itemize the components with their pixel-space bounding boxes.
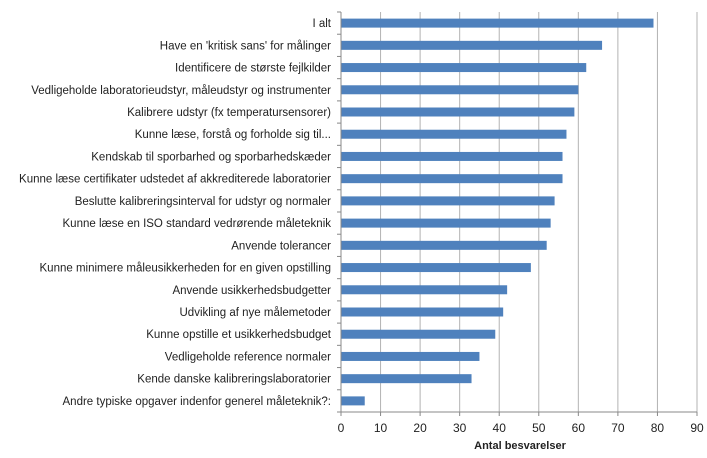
- bar: [341, 263, 531, 273]
- x-tick-label: 90: [690, 421, 704, 435]
- bar: [341, 85, 579, 95]
- x-tick-label: 60: [572, 421, 586, 435]
- bar: [341, 329, 496, 339]
- bar: [341, 285, 508, 295]
- x-tick-label: 80: [651, 421, 665, 435]
- bar: [341, 307, 504, 317]
- bar: [341, 18, 654, 28]
- category-label: I alt: [312, 18, 331, 30]
- bar: [341, 196, 555, 206]
- bar: [341, 351, 480, 361]
- bar: [341, 151, 563, 161]
- bar: [341, 107, 575, 117]
- category-label: Andre typiske opgaver indenfor generel m…: [63, 396, 332, 408]
- x-tick-label: 70: [611, 421, 625, 435]
- bar: [341, 218, 551, 228]
- x-tick-label: 0: [338, 421, 345, 435]
- category-labels: I alt Have en 'kritisk sans' for målinger…: [19, 18, 332, 408]
- category-label: Kalibrere udstyr (fx temperatursensorer): [127, 107, 331, 119]
- category-label: Vedligeholde laboratorieudstyr, måleudst…: [31, 85, 331, 97]
- x-tick-label: 10: [374, 421, 388, 435]
- x-tick-labels: 0 10 20 30 40 50 60 70 80 90: [338, 421, 704, 435]
- x-tick-label: 30: [453, 421, 467, 435]
- category-label: Anvende tolerancer: [231, 240, 331, 252]
- category-label: Udvikling af nye målemetoder: [180, 307, 332, 319]
- x-axis-title: Antal besvarelser: [474, 440, 566, 452]
- category-label: Kendskab til sporbarhed og sporbarhedskæ…: [91, 151, 331, 163]
- category-label: Kende danske kalibreringslaboratorier: [137, 374, 331, 386]
- category-label: Beslutte kalibreringsinterval for udstyr…: [75, 196, 331, 208]
- bar: [341, 240, 547, 250]
- category-label: Kunne minimere måleusikkerheden for en g…: [40, 263, 332, 275]
- bar: [341, 374, 472, 384]
- axes: [337, 11, 698, 416]
- category-label: Identificere de største fejlkilder: [175, 63, 331, 75]
- bar: [341, 174, 563, 184]
- bar: [341, 63, 587, 73]
- category-label: Kunne læse certifikater udstedet af akkr…: [19, 174, 331, 186]
- x-tick-label: 40: [493, 421, 507, 435]
- category-label: Kunne læse en ISO standard vedrørende må…: [63, 218, 332, 230]
- bar: [341, 396, 365, 406]
- category-label: Kunne læse, forstå og forholde sig til..…: [135, 129, 331, 141]
- x-tick-label: 20: [413, 421, 427, 435]
- category-label: Anvende usikkerhedsbudgetter: [172, 285, 331, 297]
- category-label: Kunne opstille et usikkerhedsbudget: [146, 329, 332, 341]
- bar: [341, 129, 567, 139]
- x-tick-label: 50: [532, 421, 546, 435]
- bar: [341, 40, 603, 50]
- gridlines: [380, 12, 698, 412]
- category-label: Have en 'kritisk sans' for målinger: [160, 40, 331, 52]
- category-label: Vedligeholde reference normaler: [165, 351, 331, 363]
- bars: [341, 18, 654, 406]
